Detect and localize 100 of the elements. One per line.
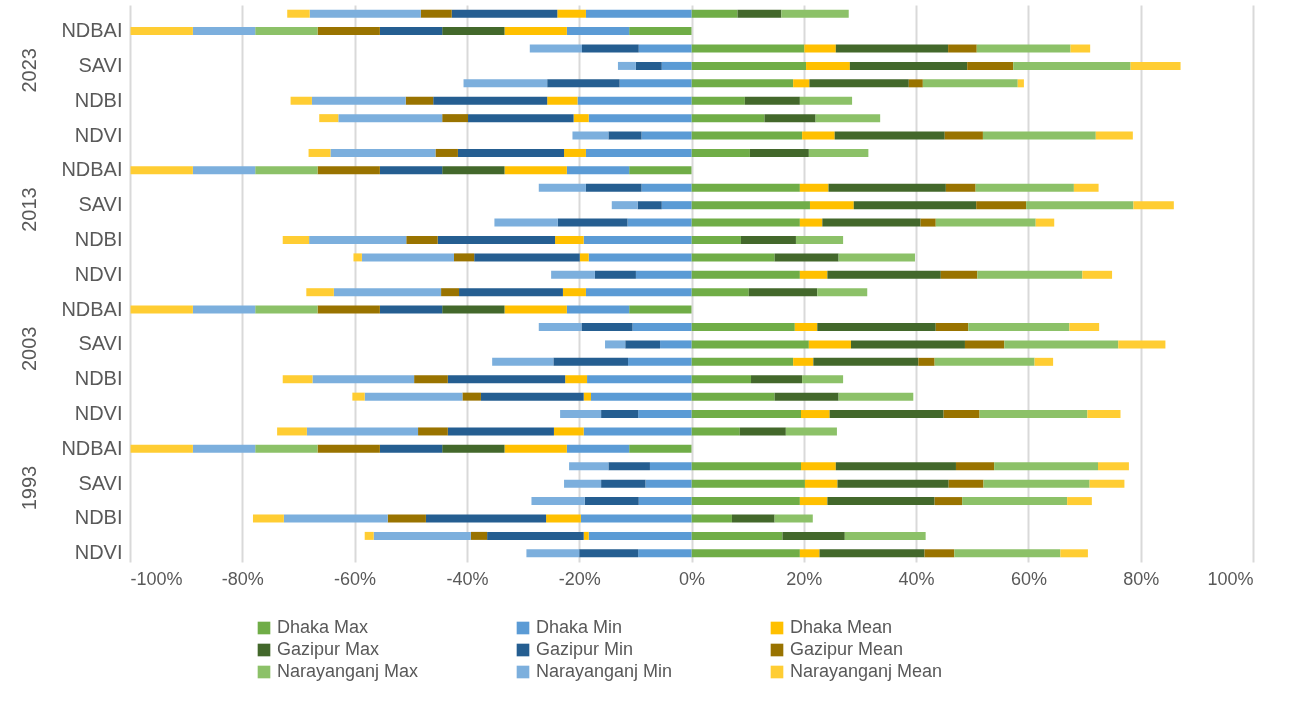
y-tick-label: NDVI (74, 541, 123, 564)
bar (474, 253, 580, 262)
y-tick-label: SAVI (78, 193, 123, 216)
bar (582, 44, 639, 53)
bar (130, 166, 193, 175)
bar (691, 114, 765, 123)
bar (364, 531, 374, 540)
bar (555, 235, 584, 244)
bar (815, 114, 881, 123)
bar (557, 218, 628, 227)
bar (605, 340, 626, 349)
bar (442, 27, 505, 36)
bar (635, 61, 662, 70)
bar (130, 305, 193, 314)
x-tick-label: 40% (898, 568, 935, 589)
bar (480, 392, 584, 401)
bar (379, 166, 443, 175)
bar (494, 218, 558, 227)
bar (255, 444, 318, 453)
bar (1133, 201, 1174, 210)
bar (317, 305, 380, 314)
bar (795, 235, 844, 244)
bar (802, 131, 835, 140)
bar (442, 114, 469, 123)
bar (379, 444, 443, 453)
bar (579, 253, 589, 262)
bar (828, 183, 946, 192)
bar (317, 444, 380, 453)
bar (691, 201, 810, 210)
bar (691, 270, 800, 279)
bar (751, 375, 803, 384)
bar (945, 183, 976, 192)
bar (691, 340, 809, 349)
legend-label: Dhaka Min (536, 617, 623, 637)
bar (619, 79, 692, 88)
bar (565, 375, 588, 384)
bar (638, 44, 692, 53)
x-tick-label: 0% (678, 568, 706, 589)
bar (130, 27, 193, 36)
bar (611, 201, 638, 210)
bar (492, 357, 554, 366)
bar (583, 531, 589, 540)
x-tick-label: 80% (1123, 568, 1160, 589)
bar (560, 410, 602, 419)
bar (837, 479, 949, 488)
bar (414, 375, 448, 384)
bar (800, 410, 830, 419)
bar (1095, 131, 1133, 140)
bar (1089, 479, 1125, 488)
bar (583, 427, 692, 436)
bar (948, 479, 984, 488)
bar (799, 183, 829, 192)
bar (691, 410, 801, 419)
bar (282, 235, 310, 244)
bar (838, 253, 915, 262)
bar (737, 9, 782, 18)
bar (809, 201, 854, 210)
bar (793, 357, 814, 366)
bar (920, 218, 936, 227)
bar (979, 410, 1088, 419)
bar (629, 305, 692, 314)
bar (625, 340, 661, 349)
bar (799, 270, 828, 279)
bar (691, 131, 803, 140)
bar (800, 462, 836, 471)
bar (691, 479, 805, 488)
bar (645, 479, 692, 488)
bar (691, 531, 783, 540)
bar (774, 392, 839, 401)
bar (660, 340, 692, 349)
bar (918, 357, 935, 366)
bar (638, 549, 692, 558)
bar (255, 305, 318, 314)
bar (463, 79, 548, 88)
bar (849, 61, 968, 70)
bar (1073, 183, 1099, 192)
bar (504, 444, 567, 453)
legend-label: Gazipur Min (536, 639, 634, 659)
bar (967, 61, 1014, 70)
bar (572, 131, 609, 140)
bar (661, 61, 692, 70)
y-tick-label: NDBAI (61, 436, 123, 459)
y-tick-label: NDVI (74, 123, 123, 146)
bar (192, 444, 256, 453)
bar (1098, 462, 1129, 471)
bar (691, 549, 800, 558)
bar (1060, 549, 1088, 558)
bar (964, 340, 1005, 349)
bar (691, 288, 749, 297)
bar (453, 253, 475, 262)
bar (822, 218, 921, 227)
bar (309, 9, 421, 18)
bar (691, 183, 800, 192)
bar (774, 514, 813, 523)
bar (1035, 218, 1055, 227)
bar (1013, 61, 1131, 70)
bar (799, 497, 828, 506)
bar (579, 549, 639, 558)
bar (601, 410, 639, 419)
bar (587, 375, 692, 384)
